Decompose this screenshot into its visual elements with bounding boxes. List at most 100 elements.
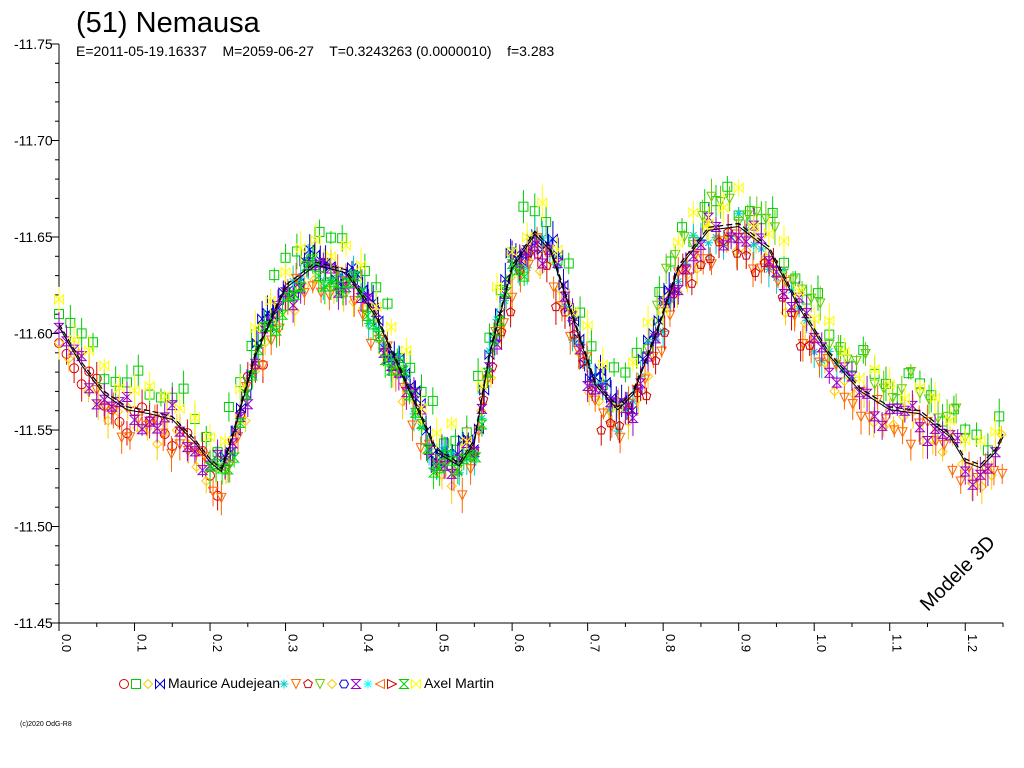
data-point bbox=[938, 440, 950, 451]
legend-markers-1 bbox=[119, 678, 165, 690]
data-point bbox=[348, 295, 360, 307]
data-point bbox=[547, 233, 558, 245]
data-point bbox=[340, 282, 352, 293]
data-point bbox=[673, 236, 684, 249]
data-point bbox=[338, 288, 349, 299]
data-point bbox=[631, 347, 642, 358]
data-point bbox=[584, 372, 595, 385]
data-point bbox=[110, 376, 121, 387]
data-point bbox=[896, 384, 908, 395]
star-ray bbox=[704, 239, 713, 247]
data-point bbox=[814, 298, 826, 309]
data-point bbox=[703, 218, 714, 230]
data-point bbox=[151, 423, 163, 434]
data-point bbox=[643, 316, 654, 329]
data-point bbox=[386, 321, 397, 333]
data-point bbox=[250, 322, 261, 334]
data-point bbox=[470, 452, 482, 463]
legend-marker bbox=[326, 678, 338, 690]
data-point bbox=[76, 328, 87, 339]
data-point bbox=[401, 344, 412, 357]
data-point bbox=[114, 382, 125, 394]
data-point bbox=[216, 492, 227, 504]
data-point bbox=[627, 356, 638, 369]
data-point bbox=[362, 293, 375, 304]
data-point bbox=[128, 414, 141, 425]
data-point bbox=[53, 337, 65, 348]
data-point bbox=[235, 383, 246, 396]
data-point bbox=[650, 355, 661, 365]
data-point bbox=[680, 264, 692, 275]
data-point bbox=[529, 240, 541, 251]
legend-marker bbox=[119, 679, 129, 689]
data-point bbox=[548, 282, 559, 294]
data-point bbox=[407, 420, 418, 432]
data-point bbox=[633, 393, 644, 405]
data-point bbox=[83, 385, 94, 397]
data-point bbox=[132, 414, 144, 426]
data-point bbox=[941, 411, 953, 423]
data-point bbox=[929, 423, 941, 434]
data-point bbox=[860, 349, 871, 360]
data-point bbox=[876, 420, 888, 431]
legend-marker bbox=[131, 679, 141, 689]
data-point bbox=[75, 351, 88, 362]
data-point bbox=[597, 383, 609, 394]
data-point bbox=[959, 466, 971, 477]
data-point bbox=[605, 417, 616, 428]
data-point bbox=[717, 240, 730, 251]
data-point bbox=[772, 276, 784, 288]
data-point bbox=[627, 412, 639, 423]
data-point bbox=[921, 436, 934, 447]
data-point bbox=[313, 270, 325, 281]
data-point bbox=[124, 432, 136, 443]
y-tick-label: -11.70 bbox=[14, 133, 53, 149]
data-point bbox=[436, 469, 448, 481]
data-point bbox=[151, 438, 163, 450]
x-tick-label: 0.5 bbox=[437, 634, 452, 652]
data-point bbox=[695, 239, 707, 250]
data-point bbox=[541, 217, 552, 228]
data-point bbox=[567, 306, 578, 319]
legend-marker bbox=[314, 679, 326, 690]
data-point bbox=[191, 448, 202, 459]
data-point bbox=[433, 463, 446, 474]
data-point bbox=[590, 371, 601, 383]
legend-marker bbox=[398, 679, 410, 689]
data-point bbox=[84, 366, 95, 377]
data-point bbox=[143, 416, 156, 427]
data-point bbox=[478, 394, 489, 404]
data-point bbox=[500, 273, 511, 285]
data-point bbox=[906, 400, 919, 411]
data-point bbox=[996, 468, 1008, 480]
data-point bbox=[505, 306, 516, 317]
data-point bbox=[569, 315, 580, 327]
data-point bbox=[166, 400, 178, 411]
data-point bbox=[795, 341, 806, 351]
data-point bbox=[723, 226, 733, 237]
legend-label-2: Axel Martin bbox=[424, 675, 494, 691]
data-point bbox=[905, 439, 917, 451]
data-point bbox=[665, 288, 677, 299]
data-point bbox=[352, 268, 363, 281]
data-point bbox=[121, 391, 133, 402]
legend-marker bbox=[387, 678, 398, 690]
data-point bbox=[257, 361, 269, 372]
data-point bbox=[210, 459, 222, 470]
data-point bbox=[445, 468, 458, 479]
data-point bbox=[431, 427, 442, 439]
data-point bbox=[839, 392, 850, 404]
data-point bbox=[805, 293, 817, 305]
data-point bbox=[988, 465, 1000, 477]
y-tick-label: -11.60 bbox=[14, 326, 53, 342]
data-point bbox=[282, 291, 295, 302]
data-point bbox=[446, 417, 457, 430]
data-point bbox=[785, 302, 798, 313]
data-point bbox=[990, 426, 1001, 438]
data-point bbox=[696, 259, 706, 269]
data-point bbox=[463, 433, 474, 446]
data-point bbox=[479, 384, 490, 396]
data-point bbox=[505, 272, 516, 283]
chart-subtitle: E=2011-05-19.16337 M=2059-06-27 T=0.3243… bbox=[76, 43, 554, 59]
